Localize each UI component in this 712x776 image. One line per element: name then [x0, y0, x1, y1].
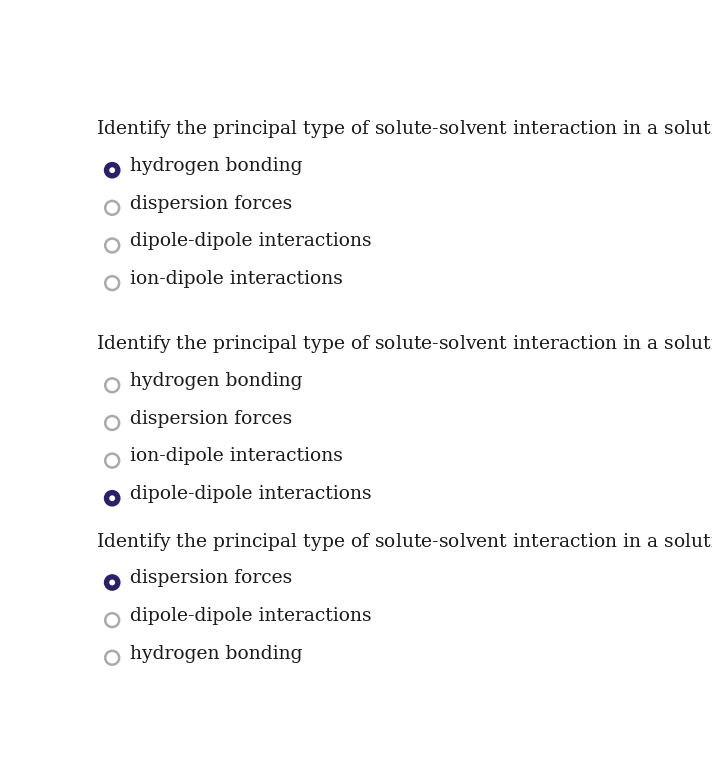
Text: Identify the principal type of solute-solvent interaction in a solution of HF in: Identify the principal type of solute-so…: [95, 118, 712, 140]
Ellipse shape: [105, 201, 119, 215]
Text: dispersion forces: dispersion forces: [130, 195, 293, 213]
Ellipse shape: [109, 580, 115, 585]
Ellipse shape: [105, 651, 119, 665]
Text: hydrogen bonding: hydrogen bonding: [130, 645, 303, 663]
Ellipse shape: [105, 491, 119, 505]
Ellipse shape: [105, 454, 119, 467]
Ellipse shape: [105, 379, 119, 392]
Ellipse shape: [105, 576, 119, 590]
Ellipse shape: [105, 238, 119, 252]
Text: Identify the principal type of solute-solvent interaction in a solution of Cl$_{: Identify the principal type of solute-so…: [95, 531, 712, 553]
Text: hydrogen bonding: hydrogen bonding: [130, 372, 303, 390]
Ellipse shape: [105, 613, 119, 627]
Ellipse shape: [105, 416, 119, 430]
Text: dispersion forces: dispersion forces: [130, 570, 293, 587]
Ellipse shape: [109, 168, 115, 173]
Ellipse shape: [109, 495, 115, 501]
Text: ion-dipole interactions: ion-dipole interactions: [130, 448, 343, 466]
Ellipse shape: [105, 163, 119, 177]
Text: dispersion forces: dispersion forces: [130, 410, 293, 428]
Text: hydrogen bonding: hydrogen bonding: [130, 157, 303, 175]
Text: Identify the principal type of solute-solvent interaction in a solution of PCl$_: Identify the principal type of solute-so…: [95, 334, 712, 355]
Text: dipole-dipole interactions: dipole-dipole interactions: [130, 485, 372, 503]
Ellipse shape: [105, 276, 119, 290]
Text: dipole-dipole interactions: dipole-dipole interactions: [130, 607, 372, 625]
Text: ion-dipole interactions: ion-dipole interactions: [130, 270, 343, 288]
Text: dipole-dipole interactions: dipole-dipole interactions: [130, 232, 372, 251]
